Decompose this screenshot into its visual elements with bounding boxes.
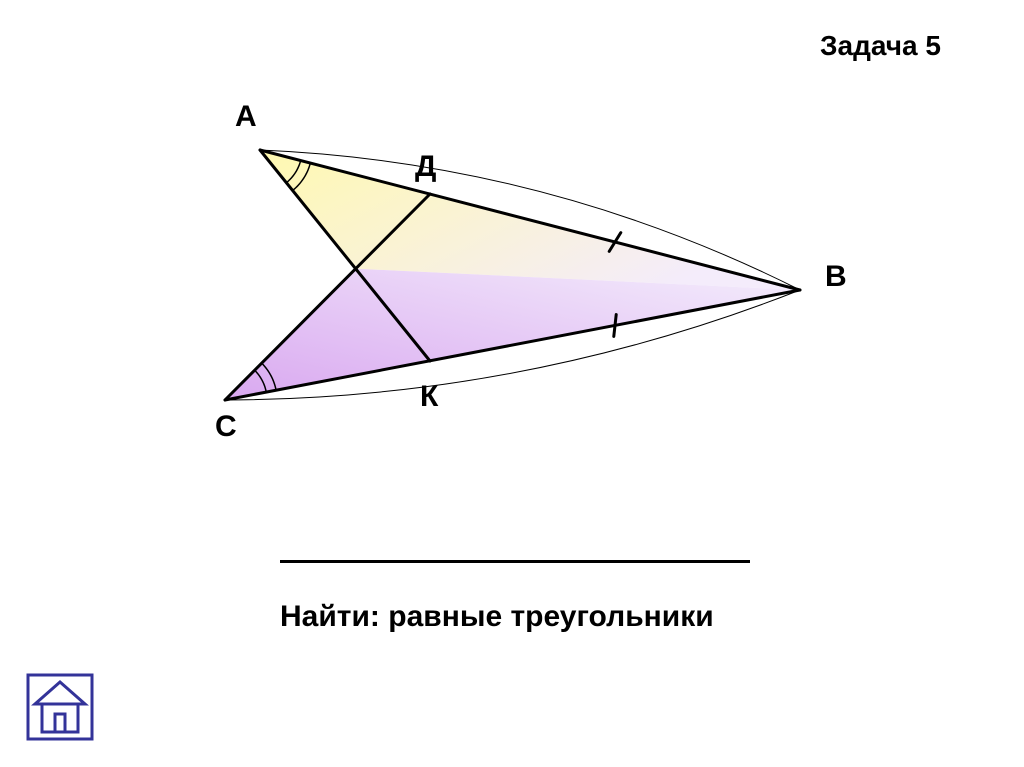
task-text: Найти: равные треугольники <box>280 600 714 634</box>
vertex-label-C: С <box>215 410 237 444</box>
geometry-diagram <box>0 0 1024 767</box>
vertex-label-K: К <box>420 380 438 414</box>
vertex-label-D: Д <box>415 150 436 184</box>
underline <box>280 560 750 563</box>
vertex-label-A: А <box>235 100 257 134</box>
vertex-label-B: В <box>825 260 847 294</box>
home-icon[interactable] <box>25 672 95 742</box>
problem-title: Задача 5 <box>820 30 941 62</box>
